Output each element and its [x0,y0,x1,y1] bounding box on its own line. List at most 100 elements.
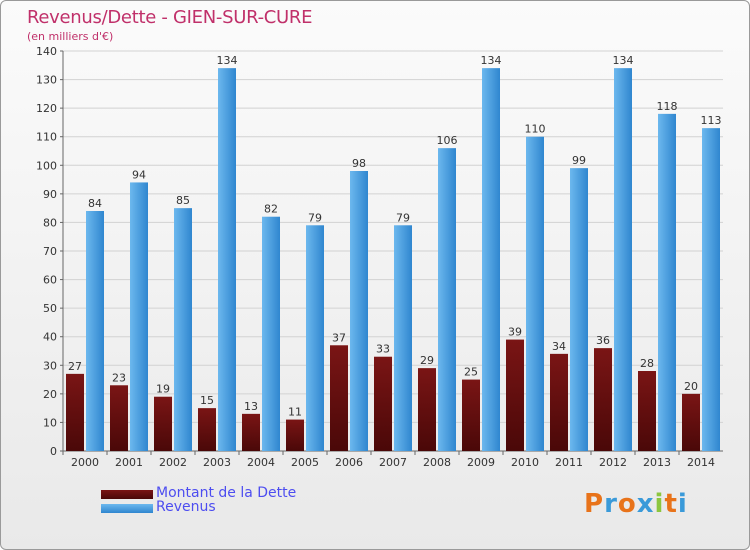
data-label-revenue: 110 [525,123,546,136]
data-label-debt: 19 [156,383,170,396]
x-tick-label: 2009 [467,456,495,469]
bar-revenue [526,136,544,451]
data-label-revenue: 94 [132,168,146,181]
y-tick-label: 40 [43,331,57,344]
x-tick-label: 2002 [159,456,187,469]
x-tick-label: 2008 [423,456,451,469]
x-tick-label: 2013 [643,456,671,469]
data-label-debt: 13 [244,400,258,413]
data-label-revenue: 99 [572,154,586,167]
bar-debt [110,385,128,451]
legend-swatch-debt [101,490,153,499]
data-label-debt: 25 [464,366,478,379]
y-tick-label: 50 [43,302,57,315]
proxiti-logo: Proxiti [584,489,688,519]
y-tick-label: 90 [43,188,57,201]
data-label-debt: 34 [552,340,566,353]
data-label-debt: 33 [376,343,390,356]
bar-debt [506,339,524,451]
data-label-debt: 27 [68,360,82,373]
data-label-debt: 28 [640,357,654,370]
data-label-debt: 37 [332,331,346,344]
bar-revenue [702,128,720,451]
y-tick-label: 10 [43,416,57,429]
data-label-revenue: 85 [176,194,190,207]
x-tick-label: 2003 [203,456,231,469]
bar-revenue [306,225,324,451]
data-label-revenue: 82 [264,203,278,216]
y-tick-label: 130 [36,74,57,87]
y-tick-label: 140 [36,45,57,58]
legend-label-revenue: Revenus [156,499,216,515]
y-tick-label: 70 [43,245,57,258]
chart-title: Revenus/Dette - GIEN-SUR-CURE [27,7,313,28]
logo-letter: i [677,489,688,519]
x-tick-label: 2000 [71,456,99,469]
data-label-revenue: 79 [396,211,410,224]
bar-revenue [394,225,412,451]
logo-letter: o [617,489,637,519]
data-label-revenue: 106 [437,134,458,147]
y-tick-label: 110 [36,131,57,144]
data-label-revenue: 134 [217,54,238,67]
y-tick-label: 100 [36,159,57,172]
data-labels: 27 84 23 94 19 85 15 134 13 82 11 79 37 98 33 79 29 106 25… [68,54,722,418]
y-tick-label: 120 [36,102,57,115]
x-tick-label: 2007 [379,456,407,469]
data-label-debt: 36 [596,334,610,347]
bar-debt [286,419,304,451]
data-label-debt: 20 [684,380,698,393]
data-label-revenue: 134 [481,54,502,67]
data-label-revenue: 84 [88,197,102,210]
x-tick-label: 2005 [291,456,319,469]
bar-revenue [262,216,280,451]
x-tick-label: 2012 [599,456,627,469]
y-tick-label: 0 [50,445,57,458]
axes: 0 10 20 30 40 50 60 70 80 90 100 110 120 130 140 2000 20… [36,45,723,469]
bar-debt [198,408,216,451]
bar-revenue [438,148,456,451]
x-tick-label: 2001 [115,456,143,469]
x-tick-label: 2011 [555,456,583,469]
bar-debt [374,356,392,451]
bar-debt [550,353,568,451]
bar-debt [682,393,700,451]
bar-debt [242,413,260,451]
legend-swatch-revenue [101,504,153,513]
y-tick-label: 60 [43,274,57,287]
logo-letter: x [636,489,655,519]
bar-revenue [614,68,632,452]
bar-revenue [174,208,192,451]
bar-revenue [130,182,148,451]
chart-subtitle: (en milliers d'€) [27,30,114,43]
data-label-revenue: 79 [308,211,322,224]
y-tick-label: 80 [43,216,57,229]
bar-revenue [350,171,368,451]
data-label-debt: 15 [200,394,214,407]
legend-label-debt: Montant de la Dette [156,485,297,501]
y-tick-label: 30 [43,359,57,372]
y-tick-label: 20 [43,388,57,401]
bar-debt [330,345,348,451]
data-label-debt: 11 [288,406,302,419]
bar-revenue [658,113,676,451]
data-label-revenue: 98 [352,157,366,170]
data-label-revenue: 113 [701,114,722,127]
bars [66,68,720,452]
bar-debt [638,371,656,451]
bar-debt [418,368,436,451]
x-tick-label: 2010 [511,456,539,469]
data-label-debt: 23 [112,371,126,384]
bar-debt [594,348,612,451]
bar-debt [66,373,84,451]
logo-letter: i [654,489,665,519]
bar-revenue [570,168,588,451]
bar-revenue [482,68,500,452]
data-label-revenue: 118 [657,100,678,113]
x-tick-label: 2014 [687,456,715,469]
x-tick-label: 2004 [247,456,275,469]
bar-debt [154,396,172,451]
data-label-revenue: 134 [613,54,634,67]
